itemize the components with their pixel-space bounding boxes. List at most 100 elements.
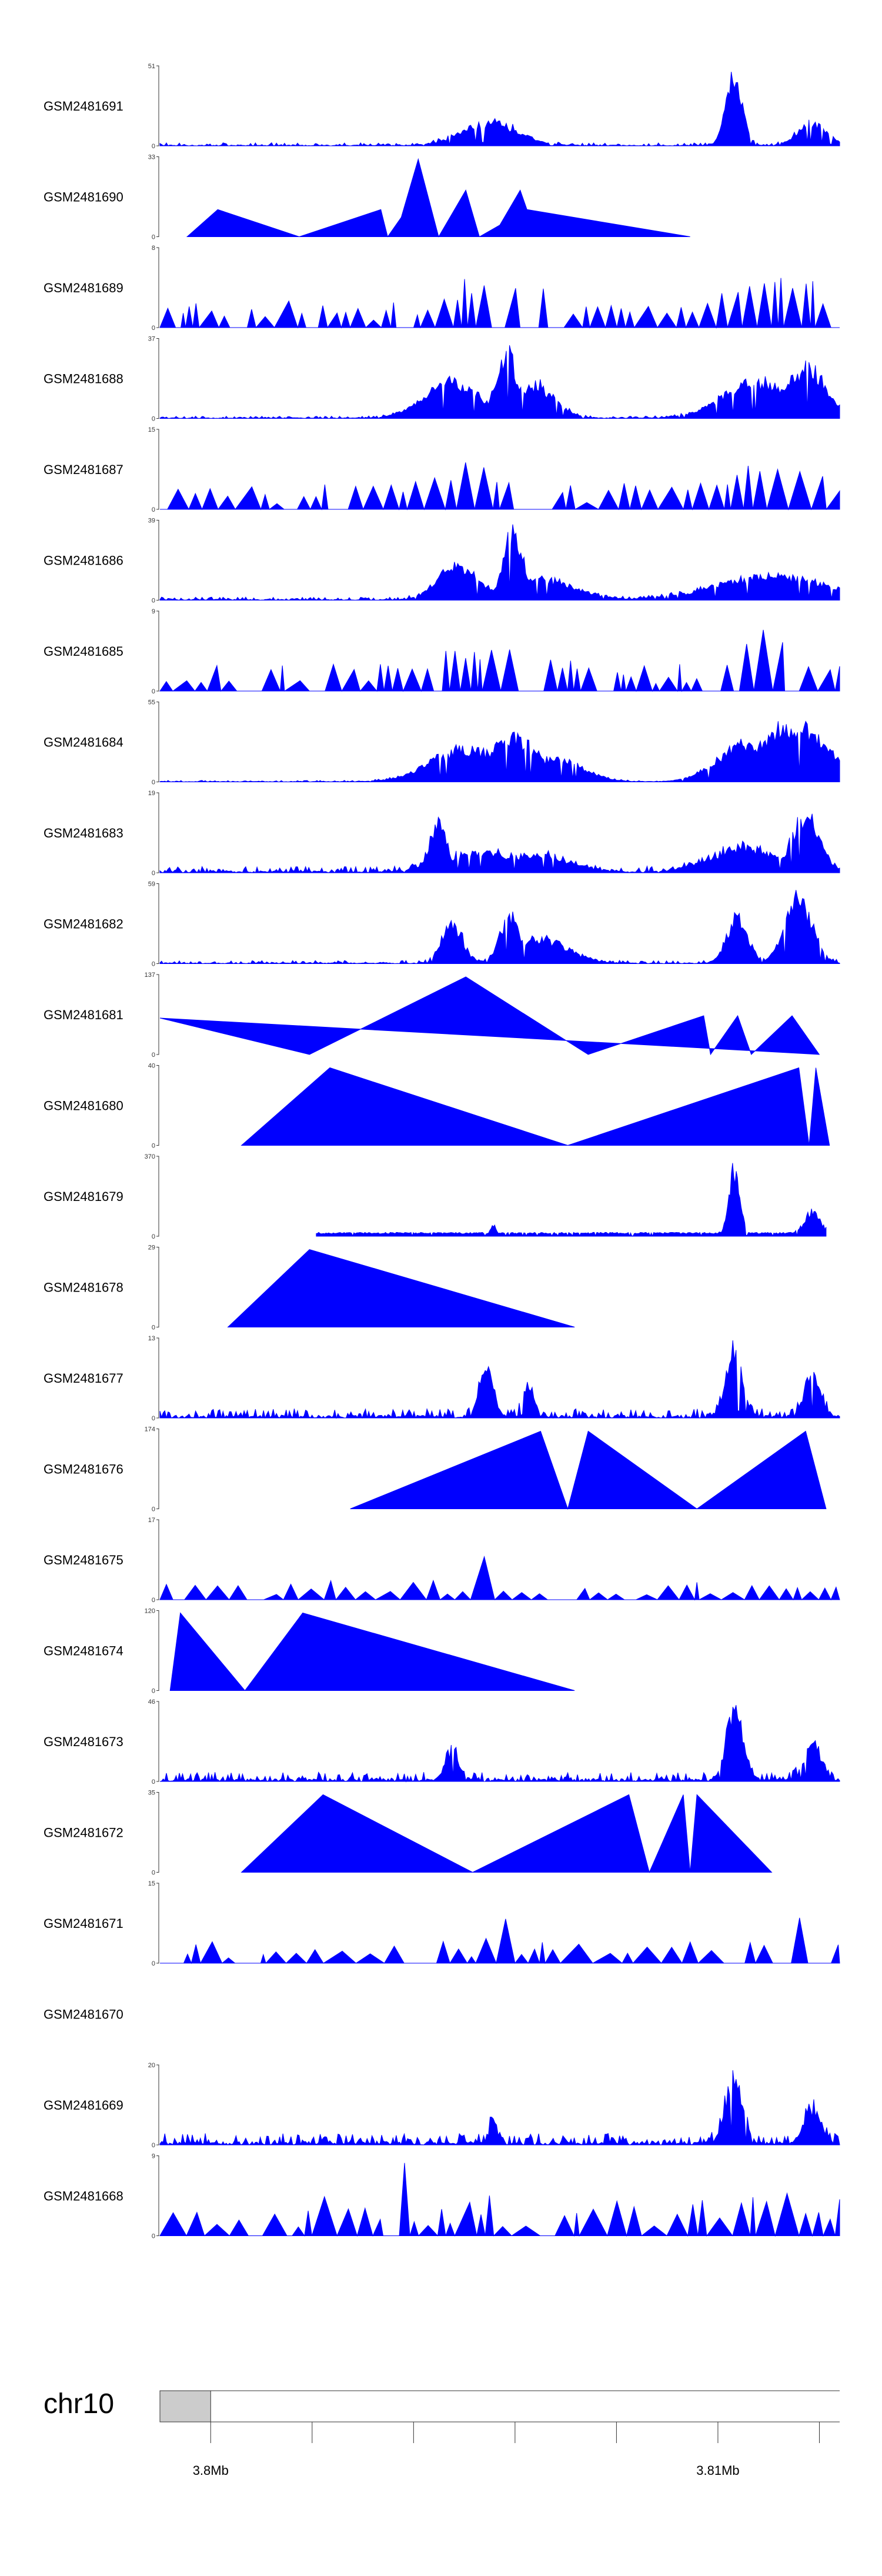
ymin-label: 0 — [152, 506, 155, 513]
y-axis — [156, 1883, 159, 1964]
track-GSM2481668: GSM2481668 9 0 — [44, 2153, 840, 2240]
track-GSM2481678: GSM2481678 29 0 — [44, 1244, 575, 1332]
track-GSM2481680: GSM2481680 40 0 — [44, 1063, 830, 1150]
ymax-label: 59 — [148, 881, 155, 888]
y-axis — [156, 2064, 159, 2145]
y-axis — [156, 1610, 159, 1691]
track-label: GSM2481673 — [44, 1734, 123, 1749]
track-label: GSM2481691 — [44, 99, 123, 114]
track-GSM2481684: GSM2481684 55 0 — [44, 699, 840, 786]
signal-area — [159, 72, 840, 146]
signal-area — [160, 1917, 840, 1964]
signal-area — [159, 976, 820, 1056]
track-GSM2481689: GSM2481689 8 0 — [44, 245, 840, 332]
signal-area — [240, 1067, 830, 1146]
track-label: GSM2481675 — [44, 1553, 123, 1567]
ymin-label: 0 — [152, 1415, 155, 1422]
track-GSM2481691: GSM2481691 51 0 — [44, 63, 840, 150]
ymax-label: 35 — [148, 1790, 155, 1797]
signal-area — [159, 1556, 840, 1601]
signal-area — [159, 524, 840, 601]
signal-area — [159, 720, 840, 783]
track-GSM2481682: GSM2481682 59 0 — [44, 881, 840, 968]
track-label: GSM2481689 — [44, 281, 123, 295]
track-GSM2481685: GSM2481685 9 0 — [44, 608, 840, 695]
track-GSM2481683: GSM2481683 19 0 — [44, 790, 840, 877]
ymin-label: 0 — [152, 961, 155, 968]
ymin-label: 0 — [152, 1324, 155, 1332]
ymin-label: 0 — [152, 2233, 155, 2240]
ymax-label: 55 — [148, 699, 155, 706]
ymin-label: 0 — [152, 325, 155, 332]
ymin-label: 0 — [152, 1778, 155, 1786]
track-GSM2481690: GSM2481690 33 0 — [44, 154, 690, 241]
ymax-label: 9 — [152, 2153, 155, 2160]
ymin-label: 0 — [152, 416, 155, 423]
ymax-label: 13 — [148, 1335, 155, 1342]
y-axis — [156, 338, 159, 419]
ymin-label: 0 — [152, 2142, 155, 2149]
track-layer: GSM2481691510GSM2481690330GSM248168980GS… — [44, 63, 840, 2240]
ymin-label: 0 — [152, 1233, 155, 1240]
signal-area — [169, 1612, 575, 1691]
signal-area — [159, 629, 840, 692]
y-axis — [156, 2155, 159, 2236]
ymin-label: 0 — [152, 1960, 155, 1967]
signal-area — [240, 1794, 773, 1874]
y-axis — [156, 1701, 159, 1782]
signal-area — [159, 1340, 840, 1419]
track-label: GSM2481685 — [44, 644, 123, 659]
track-label: GSM2481668 — [44, 2189, 123, 2204]
ymax-label: 370 — [145, 1153, 155, 1160]
tick-label: 3.81Mb — [696, 2463, 739, 2478]
ymin-label: 0 — [152, 1506, 155, 1513]
chromosome-label: chr10 — [44, 2388, 114, 2420]
track-GSM2481673: GSM2481673 46 0 — [44, 1699, 840, 1786]
y-axis — [156, 1337, 159, 1419]
track-GSM2481688: GSM2481688 37 0 — [44, 336, 840, 423]
ymin-label: 0 — [152, 688, 155, 695]
track-label: GSM2481681 — [44, 1007, 123, 1022]
track-GSM2481669: GSM2481669 20 0 — [44, 2062, 840, 2149]
track-label: GSM2481683 — [44, 826, 123, 840]
y-axis — [156, 1156, 159, 1237]
track-GSM2481687: GSM2481687 15 0 — [44, 426, 840, 513]
y-axis — [156, 156, 159, 237]
track-label: GSM2481676 — [44, 1462, 123, 1477]
y-axis — [156, 429, 159, 510]
track-label: GSM2481684 — [44, 735, 123, 750]
ymax-label: 17 — [148, 1517, 155, 1524]
ymin-label: 0 — [152, 1052, 155, 1059]
track-GSM2481677: GSM2481677 13 0 — [44, 1335, 840, 1422]
y-axis — [156, 520, 159, 600]
y-axis — [156, 1247, 159, 1327]
signal-area — [159, 345, 840, 419]
track-GSM2481676: GSM2481676 174 0 — [44, 1426, 827, 1513]
y-axis — [156, 610, 159, 692]
ymin-label: 0 — [152, 598, 155, 605]
ymin-label: 0 — [152, 870, 155, 877]
track-GSM2481672: GSM2481672 35 0 — [44, 1790, 773, 1877]
track-GSM2481671: GSM2481671 15 0 — [44, 1880, 840, 1967]
track-GSM2481681: GSM2481681 137 0 — [44, 972, 820, 1059]
y-axis — [156, 974, 159, 1055]
signal-area — [159, 2070, 840, 2146]
ymin-label: 0 — [152, 234, 155, 241]
signal-area — [350, 1430, 827, 1510]
track-label: GSM2481687 — [44, 462, 123, 477]
track-GSM2481679: GSM2481679 370 0 — [44, 1153, 827, 1240]
ymax-label: 40 — [148, 1063, 155, 1070]
ymax-label: 15 — [148, 426, 155, 433]
signal-area — [227, 1249, 575, 1327]
ymax-label: 51 — [148, 63, 155, 70]
ymax-label: 19 — [148, 790, 155, 797]
ymax-label: 33 — [148, 154, 155, 161]
y-axis — [156, 702, 159, 782]
track-label: GSM2481670 — [44, 2007, 123, 2022]
signal-area — [159, 813, 840, 873]
signal-area — [159, 278, 840, 329]
signal-area — [316, 1163, 827, 1237]
signal-area — [160, 462, 840, 510]
track-label: GSM2481679 — [44, 1189, 123, 1204]
signal-area — [159, 1705, 840, 1783]
